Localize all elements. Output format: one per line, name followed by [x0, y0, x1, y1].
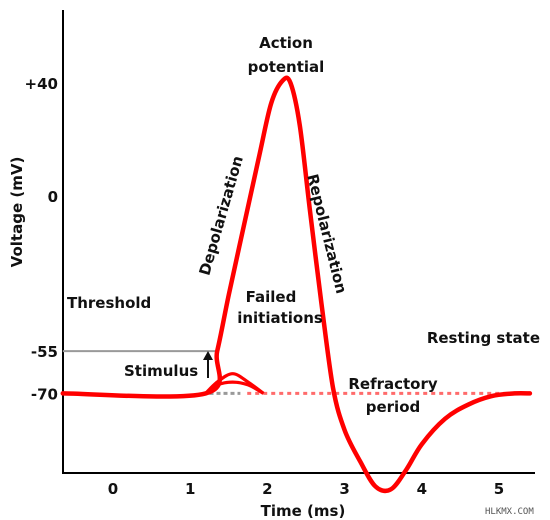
- y-tick-label: 0: [48, 188, 58, 206]
- y-axis-label: Voltage (mV): [8, 157, 26, 268]
- refractory-label-line2: period: [366, 398, 421, 416]
- y-tick-label: -70: [31, 385, 58, 403]
- action-potential-label-line1: Action: [259, 34, 313, 52]
- stimulus-label: Stimulus: [124, 362, 198, 380]
- x-tick-label: 5: [494, 480, 504, 498]
- x-tick-label: 4: [417, 480, 427, 498]
- failed-initiations-label-line2: initiations: [237, 309, 323, 327]
- refractory-label-line1: Refractory: [348, 375, 438, 393]
- depolarization-label: Depolarization: [196, 154, 247, 278]
- x-axis-label: Time (ms): [261, 502, 346, 520]
- action-potential-label-line2: potential: [248, 58, 325, 76]
- failed-initiations-label-line1: Failed: [246, 288, 297, 306]
- action-potential-curve: [60, 75, 533, 494]
- resting-state-label: Resting state: [427, 329, 540, 347]
- x-tick-label: 1: [185, 480, 195, 498]
- stimulus-arrow: [203, 351, 213, 378]
- x-tick-label: 2: [262, 480, 272, 498]
- repolarization-label: Repolarization: [303, 172, 350, 295]
- failed-initiation-curve: [204, 380, 265, 395]
- y-tick-label: +40: [25, 75, 58, 93]
- x-tick-label: 3: [339, 480, 349, 498]
- threshold-label: Threshold: [67, 294, 151, 312]
- y-tick-label: -55: [31, 343, 58, 361]
- x-tick-label: 0: [108, 480, 118, 498]
- watermark: HLKMX.COM: [485, 507, 534, 517]
